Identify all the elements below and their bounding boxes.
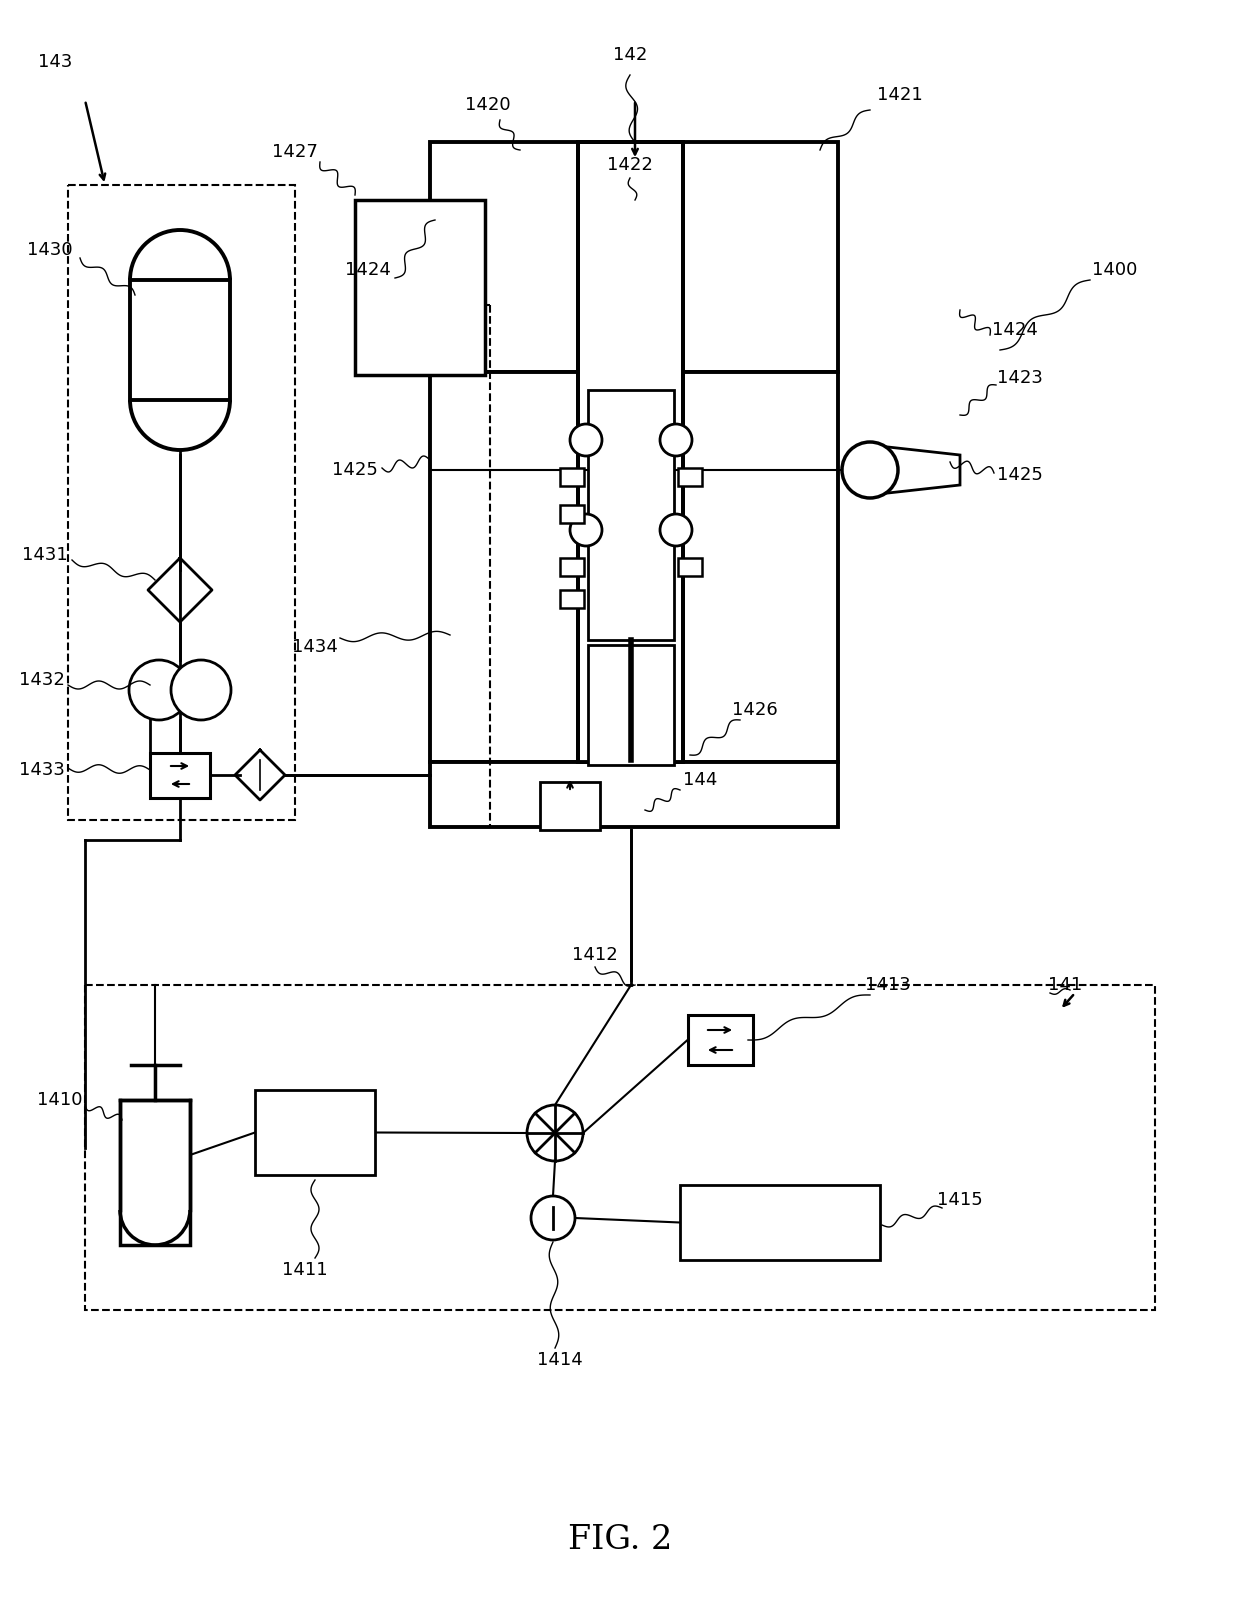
Bar	[560, 589, 584, 609]
Bar	[68, 185, 295, 819]
Text: 1424: 1424	[992, 321, 1038, 338]
Text: 1414: 1414	[537, 1350, 583, 1370]
Text: 1432: 1432	[19, 670, 64, 690]
Text: 142: 142	[613, 45, 647, 65]
Text: 1425: 1425	[997, 466, 1043, 484]
Circle shape	[660, 424, 692, 457]
Text: 1413: 1413	[866, 976, 911, 994]
Bar	[683, 142, 838, 372]
Bar	[430, 142, 580, 372]
Text: FIG. 2: FIG. 2	[568, 1523, 672, 1556]
Bar	[680, 1185, 880, 1260]
Bar	[430, 372, 580, 763]
Bar	[560, 559, 584, 576]
Bar	[560, 505, 584, 523]
Bar	[430, 763, 838, 827]
Text: 1425: 1425	[332, 461, 378, 479]
Text: 1430: 1430	[27, 241, 73, 259]
Bar	[678, 559, 702, 576]
Circle shape	[842, 442, 898, 499]
Circle shape	[570, 424, 601, 457]
Bar	[130, 280, 229, 400]
Text: 1426: 1426	[732, 701, 777, 719]
Circle shape	[171, 661, 231, 720]
Bar	[86, 984, 1154, 1310]
Text: 1434: 1434	[293, 638, 339, 656]
Bar	[430, 372, 580, 763]
Bar	[588, 390, 675, 640]
Text: 1412: 1412	[572, 945, 618, 963]
Text: 1400: 1400	[1092, 261, 1137, 278]
Text: 1423: 1423	[997, 369, 1043, 387]
Bar	[578, 142, 683, 763]
Text: 1431: 1431	[22, 546, 68, 563]
Bar	[588, 644, 675, 766]
Text: 1433: 1433	[19, 761, 64, 779]
Circle shape	[129, 661, 188, 720]
Bar	[150, 753, 210, 798]
Bar	[687, 1015, 753, 1065]
Text: 1422: 1422	[608, 155, 653, 173]
Text: 141: 141	[1048, 976, 1083, 994]
Text: 143: 143	[37, 53, 72, 71]
Circle shape	[570, 513, 601, 546]
Bar	[430, 142, 580, 372]
Text: 1415: 1415	[937, 1192, 983, 1209]
Polygon shape	[870, 445, 960, 495]
Text: 1427: 1427	[272, 142, 317, 160]
Bar	[355, 201, 485, 376]
Text: 1410: 1410	[37, 1091, 83, 1109]
Text: 1421: 1421	[877, 86, 923, 104]
Text: 1424: 1424	[345, 261, 391, 278]
FancyBboxPatch shape	[120, 1099, 190, 1245]
Bar	[683, 142, 838, 372]
Circle shape	[660, 513, 692, 546]
Text: 144: 144	[683, 771, 717, 788]
Bar	[560, 468, 584, 486]
Bar	[683, 372, 838, 763]
Bar	[255, 1090, 374, 1175]
Bar	[683, 372, 838, 763]
Circle shape	[531, 1196, 575, 1240]
Text: 1411: 1411	[283, 1261, 327, 1279]
Bar	[678, 468, 702, 486]
Bar	[430, 763, 838, 827]
Bar	[539, 782, 600, 831]
Text: 1420: 1420	[465, 96, 511, 113]
